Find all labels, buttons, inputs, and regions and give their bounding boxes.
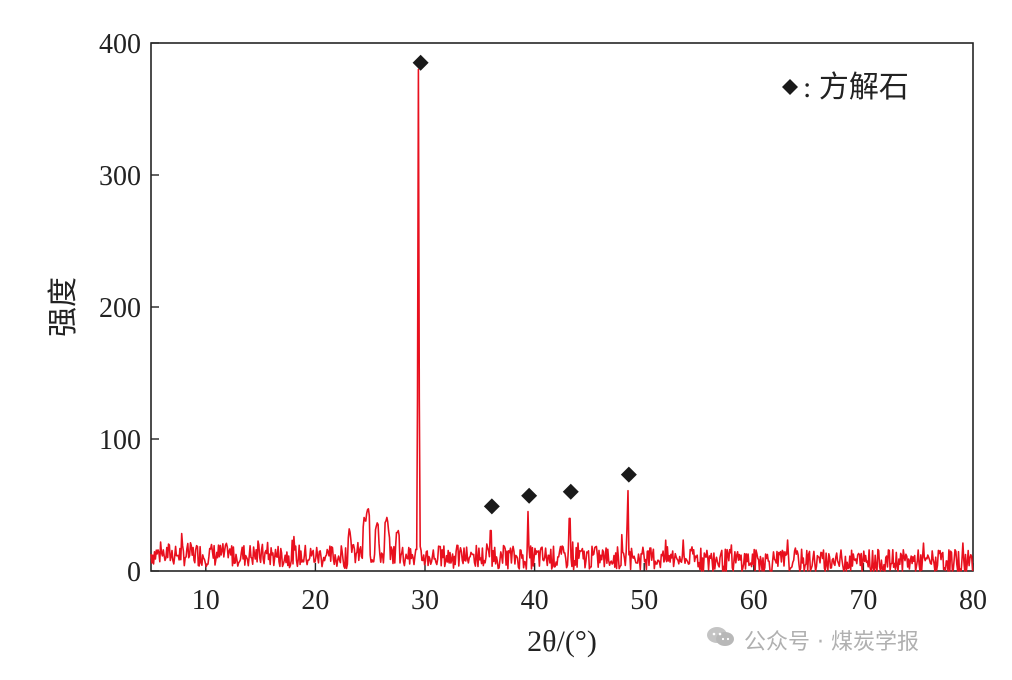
y-tick-label: 400 — [99, 29, 141, 60]
wechat-icon — [706, 625, 736, 655]
legend-label: : 方解石 — [803, 71, 909, 104]
x-tick-label: 30 — [411, 585, 439, 616]
x-tick-label: 60 — [740, 585, 768, 616]
legend: : 方解石 — [782, 71, 909, 104]
x-tick-label: 10 — [192, 585, 220, 616]
xrd-series-line — [150, 68, 974, 572]
y-axis-title: 强度 — [47, 277, 80, 337]
y-tick-label: 200 — [99, 293, 141, 324]
series-layer — [150, 68, 974, 572]
y-tick-label: 100 — [99, 425, 141, 456]
calcite-peak-marker — [483, 498, 500, 515]
peak-markers — [412, 54, 637, 515]
x-tick-label: 50 — [630, 585, 658, 616]
calcite-peak-marker — [412, 54, 429, 71]
plot-frame — [150, 42, 974, 572]
x-axis-title: 2θ/(°) — [527, 625, 597, 658]
calcite-peak-marker — [521, 487, 538, 504]
watermark-text: 公众号 · 煤炭学报 — [744, 630, 919, 655]
x-tick-label: 20 — [301, 585, 329, 616]
watermark: 公众号 · 煤炭学报 — [706, 624, 919, 656]
axis-ticks: 10 20 30 40 50 60 70 80 0 100 200 300 400 — [99, 29, 987, 616]
x-tick-label: 40 — [521, 585, 549, 616]
calcite-peak-marker — [620, 466, 637, 483]
legend-diamond-marker — [782, 79, 798, 95]
y-tick-label: 0 — [127, 557, 141, 588]
x-tick-label: 80 — [959, 585, 987, 616]
x-tick-label: 70 — [849, 585, 877, 616]
y-tick-label: 300 — [99, 161, 141, 192]
calcite-peak-marker — [562, 483, 579, 500]
